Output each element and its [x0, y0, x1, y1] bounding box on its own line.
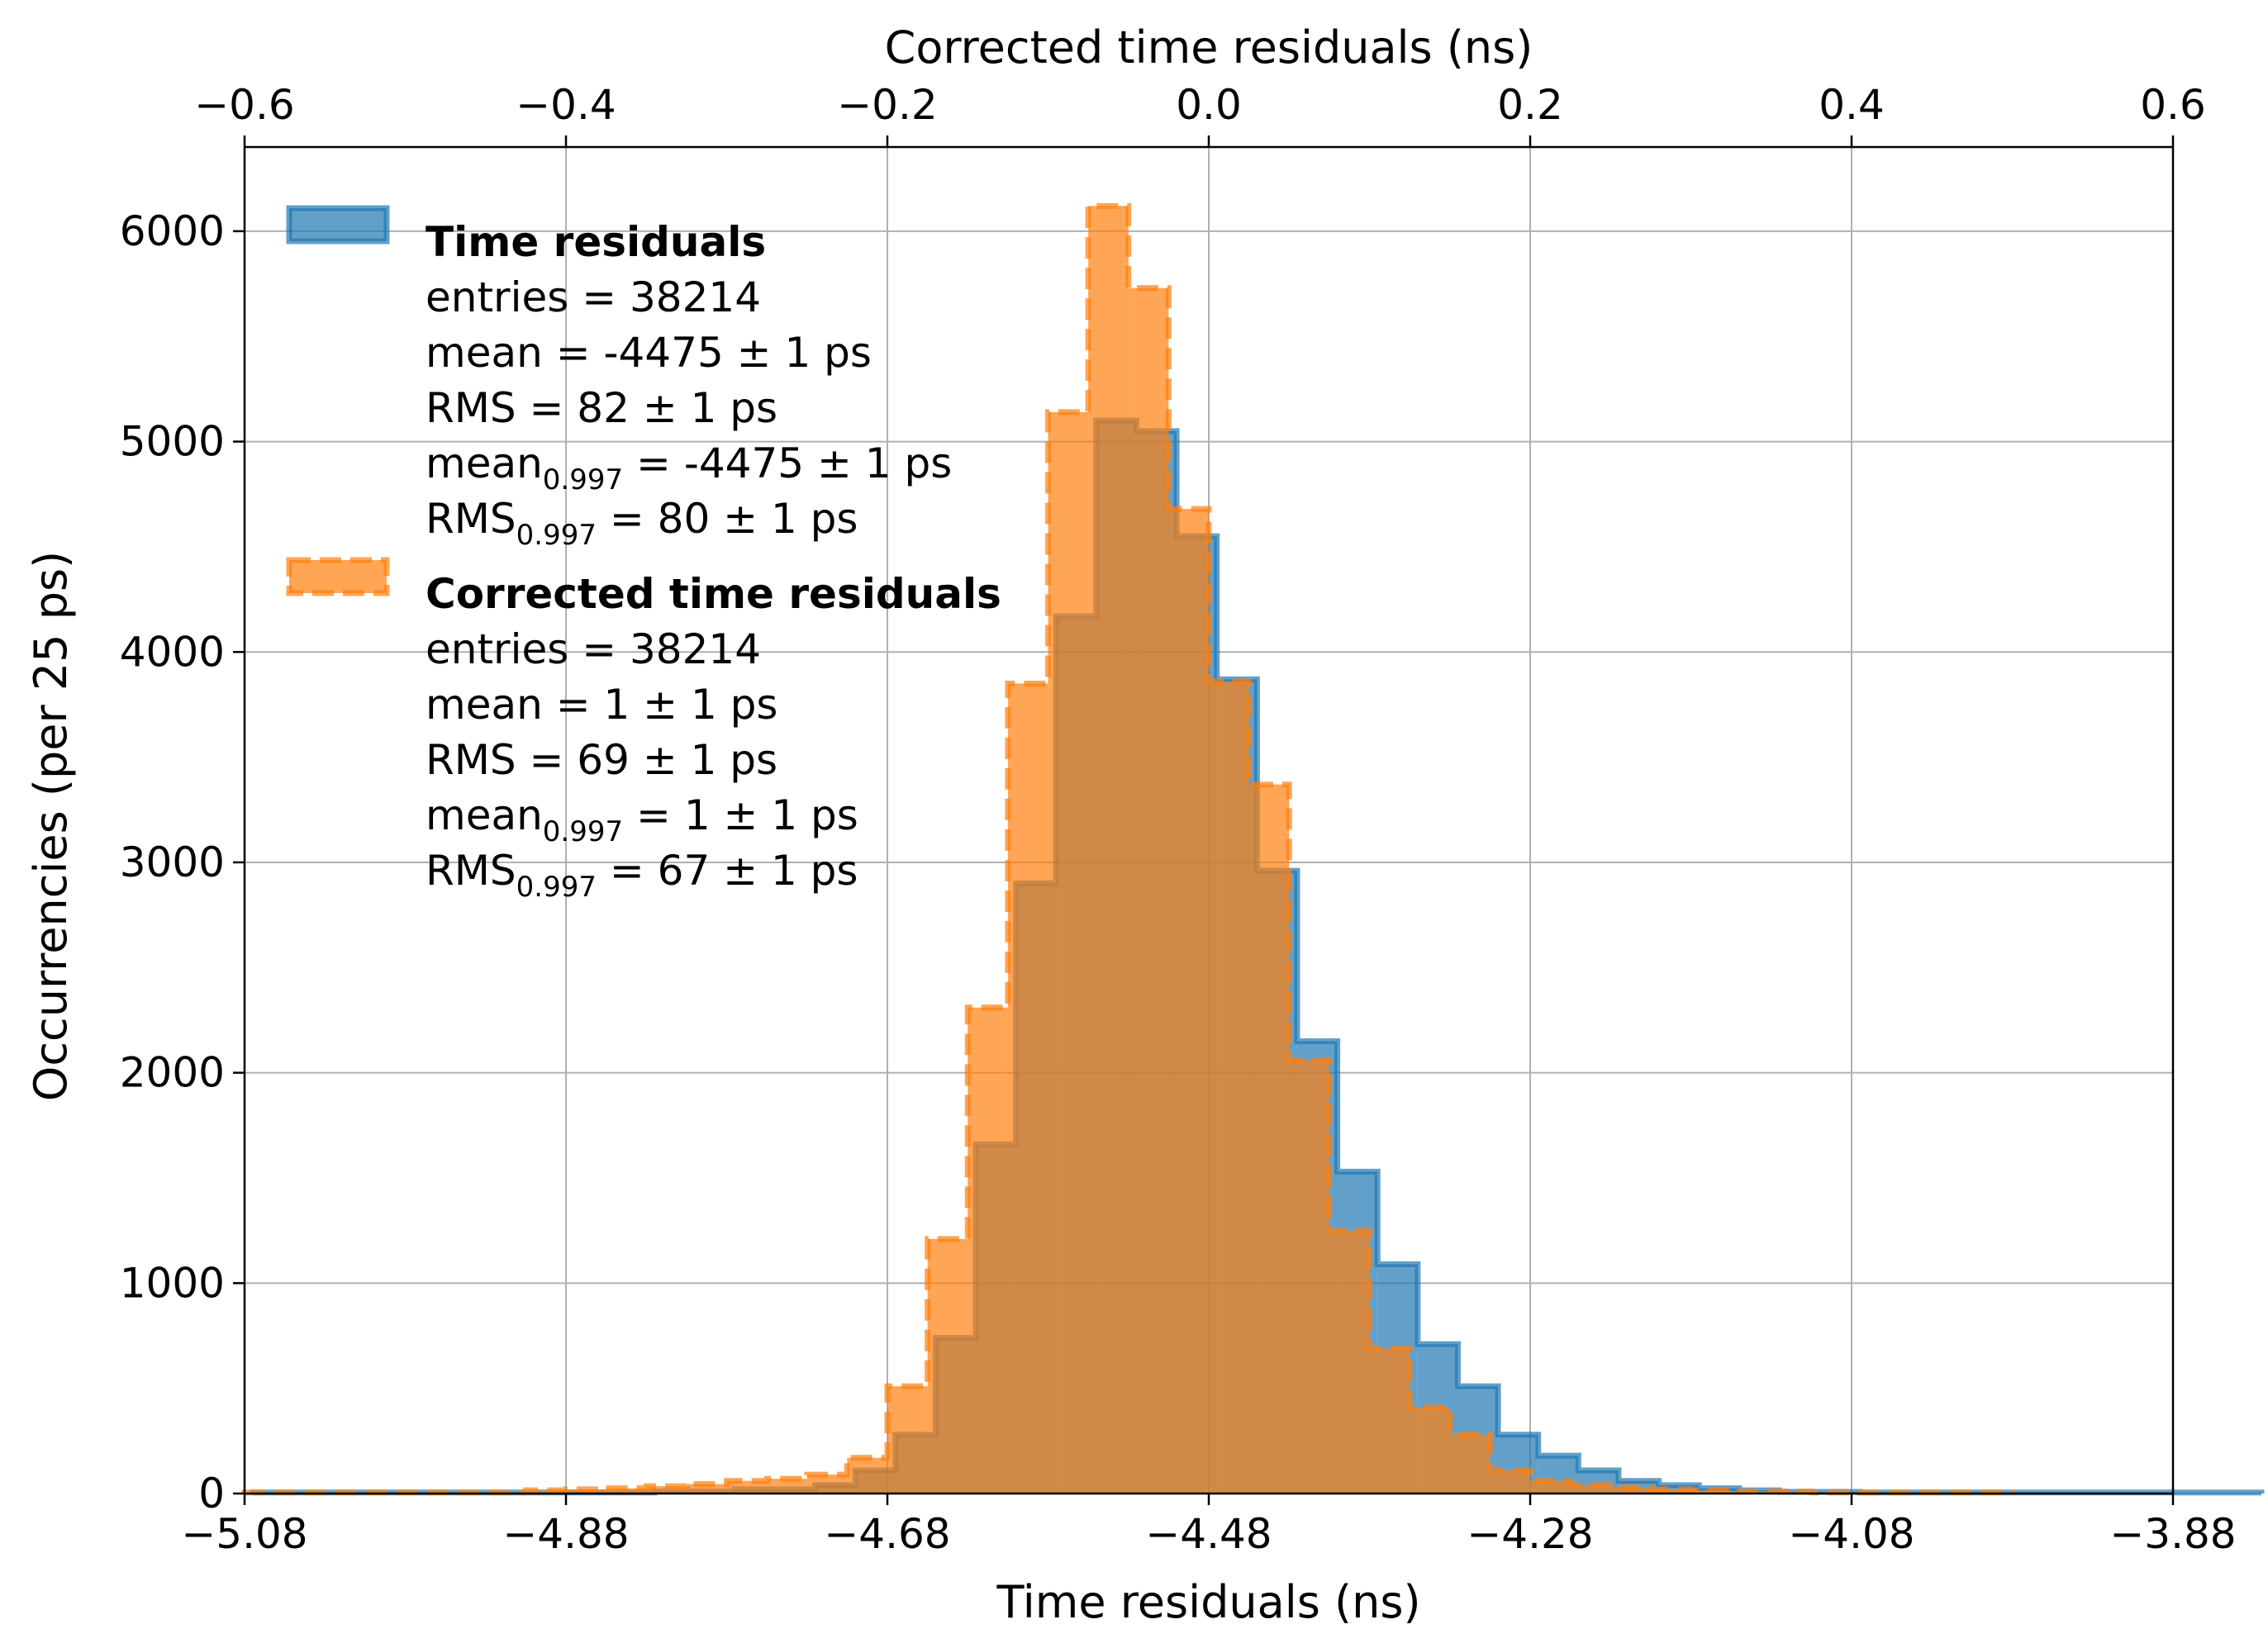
x-axis-label: Time residuals (ns) [996, 1576, 1420, 1628]
x2-tick-label: 0.0 [1176, 81, 1242, 129]
histogram-bar [1007, 683, 1048, 1494]
legend-swatch-time-residuals [286, 205, 390, 245]
histogram-bar [1449, 1434, 1491, 1494]
y-tick-label: 6000 [120, 207, 225, 255]
legend-stat-line: mean0.997 = 1 ± 1 ps [426, 791, 858, 848]
legend-stat-line: RMS = 69 ± 1 ps [426, 736, 777, 784]
x-tick-label: −4.28 [1467, 1510, 1593, 1558]
histogram-bar [525, 1490, 566, 1494]
histogram-bar [686, 1484, 727, 1494]
histogram-bar [1490, 1470, 1530, 1494]
y-tick-label: 2000 [120, 1049, 225, 1097]
histogram-bar [1168, 509, 1209, 1494]
histogram-bar [806, 1475, 848, 1494]
x2-tick-label: −0.2 [837, 81, 937, 129]
ticks: −5.08 −4.88 −4.68 −4.48 −4.28 −4.08 −3.88 −0.6 −… [120, 81, 2237, 1558]
legend-title: Corrected time residuals [426, 570, 1001, 618]
y-tick-label: 3000 [120, 838, 225, 886]
histogram-bar [1570, 1484, 1611, 1494]
y-tick-label: 0 [198, 1470, 225, 1517]
series-corrected-time-residuals [241, 202, 2015, 1496]
histogram-bar [1369, 1348, 1410, 1494]
x2-tick-label: −0.6 [194, 81, 294, 129]
x-tick-label: −4.88 [502, 1510, 629, 1558]
legend-stat-line: RMS0.997 = 80 ± 1 ps [426, 495, 858, 552]
y-tick-label: 5000 [120, 418, 225, 466]
histogram-bar [1088, 206, 1129, 1494]
legend-stat-line: mean = -4475 ± 1 ps [426, 329, 872, 377]
histogram-bar [1610, 1487, 1651, 1494]
histogram-bar [1128, 287, 1169, 1494]
legend: Time residuals entries = 38214 mean = -447… [286, 205, 1001, 904]
x-tick-label: −4.68 [824, 1510, 950, 1558]
x-tick-label: −4.08 [1788, 1510, 1914, 1558]
histogram-bar [927, 1238, 968, 1494]
legend-stat-line: entries = 38214 [426, 273, 761, 321]
top-x-axis-label: Corrected time residuals (ns) [885, 21, 1533, 74]
legend-stat-line: mean = 1 ± 1 ps [426, 681, 777, 729]
legend-entry: Time residuals entries = 38214 mean = -447… [286, 205, 952, 552]
histogram-bar [767, 1479, 807, 1494]
legend-stat-line: entries = 38214 [426, 625, 761, 673]
x2-tick-label: 0.6 [2140, 81, 2206, 129]
legend-swatch-corrected-time-residuals [286, 557, 390, 596]
histogram-outline [241, 202, 2015, 1496]
y-tick-label: 1000 [120, 1259, 225, 1307]
x2-tick-label: −0.4 [516, 81, 616, 129]
histogram-bar [1329, 1230, 1370, 1494]
series-layer [241, 202, 2265, 1496]
legend-entry: Corrected time residuals entries = 38214 m… [286, 557, 1001, 904]
histogram-bar [726, 1480, 768, 1494]
histogram-bar [1209, 681, 1249, 1494]
histogram-bar [1530, 1480, 1571, 1494]
y-axis-label: Occurrencies (per 25 ps) [25, 551, 77, 1101]
histogram-bar [1048, 411, 1089, 1494]
x-tick-label: −4.48 [1145, 1510, 1272, 1558]
histogram-bar [1248, 784, 1290, 1494]
legend-stat-line: RMS0.997 = 67 ± 1 ps [426, 847, 858, 904]
histogram-bar [646, 1486, 687, 1494]
y-tick-label: 4000 [120, 628, 225, 676]
histogram-bar [1410, 1407, 1450, 1494]
legend-stat-line: RMS = 82 ± 1 ps [426, 384, 777, 432]
x2-tick-label: 0.4 [1819, 81, 1885, 129]
x-tick-label: −3.88 [2109, 1510, 2236, 1558]
histogram-bar [968, 1007, 1008, 1494]
histogram-bar [1650, 1489, 1691, 1494]
x-tick-label: −5.08 [181, 1510, 307, 1558]
histogram-bar [1289, 1060, 1329, 1494]
x2-tick-label: 0.2 [1497, 81, 1563, 129]
histogram-bar [887, 1386, 928, 1494]
legend-title: Time residuals [426, 218, 766, 266]
legend-stat-line: mean0.997 = -4475 ± 1 ps [426, 439, 952, 496]
histogram-bar [847, 1457, 887, 1494]
